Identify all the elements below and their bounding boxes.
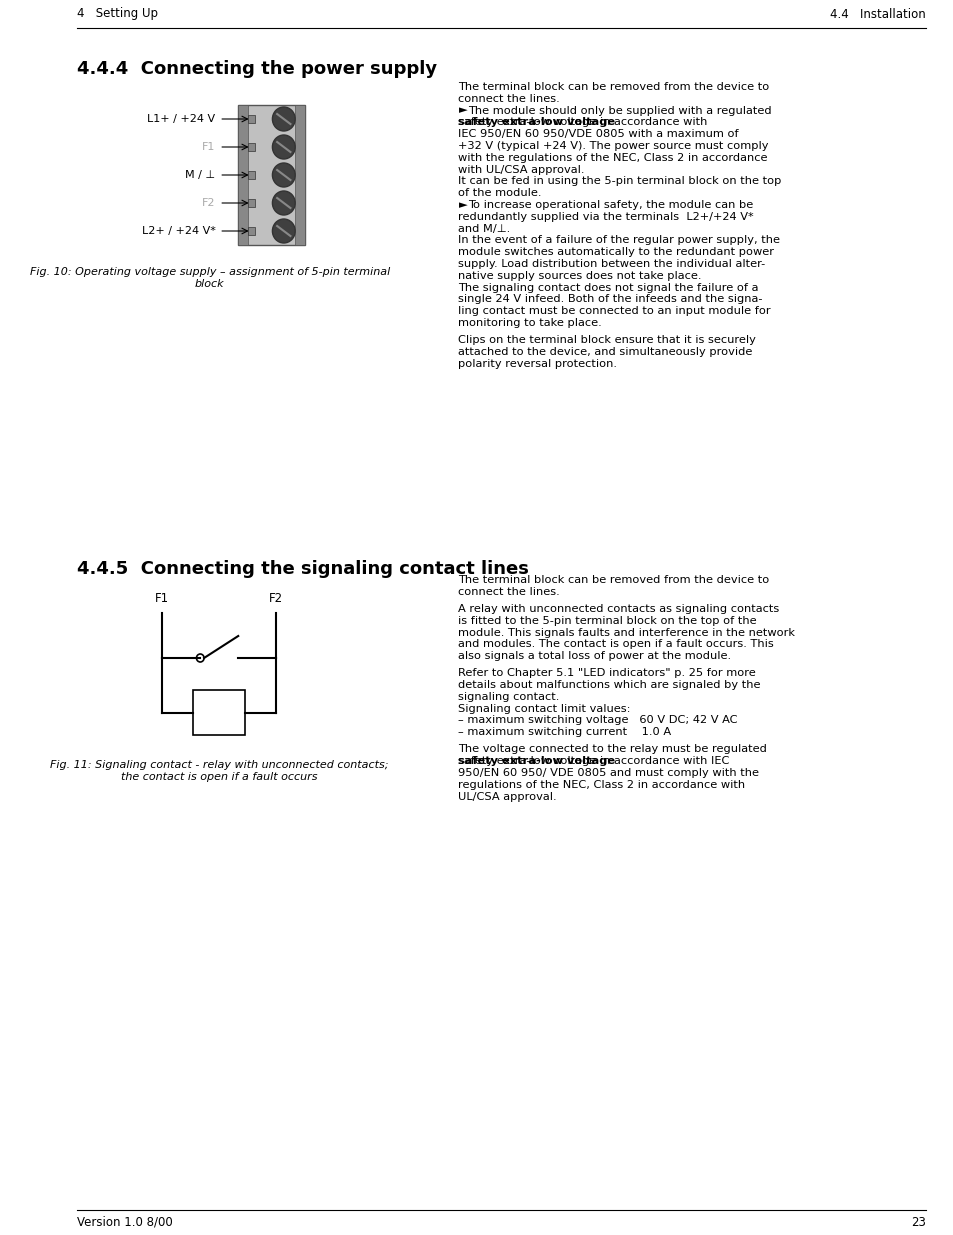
Text: and M/⊥.: and M/⊥. (458, 224, 510, 233)
Bar (248, 143, 255, 151)
Text: F2: F2 (202, 198, 215, 207)
Bar (238, 105, 248, 245)
Text: connect the lines.: connect the lines. (458, 94, 559, 104)
Text: 4   Setting Up: 4 Setting Up (77, 7, 157, 21)
Text: The terminal block can be removed from the device to: The terminal block can be removed from t… (458, 82, 769, 91)
Text: safety extra-low voltage: safety extra-low voltage (458, 756, 615, 766)
Text: regulations of the NEC, Class 2 in accordance with: regulations of the NEC, Class 2 in accor… (458, 779, 745, 789)
Text: details about malfunctions which are signaled by the: details about malfunctions which are sig… (458, 680, 760, 690)
Text: Refer to Chapter 5.1 "LED indicators" p. 25 for more: Refer to Chapter 5.1 "LED indicators" p.… (458, 668, 756, 678)
Text: ling contact must be connected to an input module for: ling contact must be connected to an inp… (458, 306, 770, 316)
Text: single 24 V infeed. Both of the infeeds and the signa-: single 24 V infeed. Both of the infeeds … (458, 294, 762, 304)
Text: of the module.: of the module. (458, 188, 541, 198)
Circle shape (273, 191, 294, 215)
Circle shape (196, 655, 204, 662)
Circle shape (273, 135, 294, 159)
Text: Version 1.0 8/00: Version 1.0 8/00 (77, 1215, 172, 1229)
Bar (193, 690, 245, 735)
Text: with the regulations of the NEC, Class 2 in accordance: with the regulations of the NEC, Class 2… (458, 153, 767, 163)
Text: attached to the device, and simultaneously provide: attached to the device, and simultaneous… (458, 347, 752, 357)
Bar (248, 227, 255, 235)
Text: safety extra-low voltage in accordance with IEC: safety extra-low voltage in accordance w… (458, 756, 729, 766)
Text: and modules. The contact is open if a fault occurs. This: and modules. The contact is open if a fa… (458, 640, 774, 650)
Text: To increase operational safety, the module can be: To increase operational safety, the modu… (468, 200, 753, 210)
Bar (248, 199, 255, 207)
Text: 950/EN 60 950/ VDE 0805 and must comply with the: 950/EN 60 950/ VDE 0805 and must comply … (458, 768, 759, 778)
Text: The signaling contact does not signal the failure of a: The signaling contact does not signal th… (458, 283, 759, 293)
Text: connect the lines.: connect the lines. (458, 587, 559, 597)
Text: is fitted to the 5-pin terminal block on the top of the: is fitted to the 5-pin terminal block on… (458, 616, 757, 626)
Text: polarity reversal protection.: polarity reversal protection. (458, 358, 617, 369)
Text: also signals a total loss of power at the module.: also signals a total loss of power at th… (458, 651, 731, 661)
Text: The terminal block can be removed from the device to: The terminal block can be removed from t… (458, 576, 769, 585)
Text: 23: 23 (910, 1215, 924, 1229)
Text: ►: ► (458, 106, 467, 116)
Text: Fig. 10: Operating voltage supply – assignment of 5-pin terminal
block: Fig. 10: Operating voltage supply – assi… (30, 267, 390, 289)
Text: +32 V (typical +24 V). The power source must comply: +32 V (typical +24 V). The power source … (458, 141, 768, 151)
Circle shape (273, 219, 294, 243)
Text: Clips on the terminal block ensure that it is securely: Clips on the terminal block ensure that … (458, 335, 756, 345)
Text: Fig. 11: Signaling contact - relay with unconnected contacts;
the contact is ope: Fig. 11: Signaling contact - relay with … (50, 760, 388, 782)
Text: monitoring to take place.: monitoring to take place. (458, 317, 601, 329)
Text: module switches automatically to the redundant power: module switches automatically to the red… (458, 247, 774, 257)
Text: – maximum switching current    1.0 A: – maximum switching current 1.0 A (458, 727, 671, 737)
Text: L2+ / +24 V*: L2+ / +24 V* (141, 226, 215, 236)
Text: with UL/CSA approval.: with UL/CSA approval. (458, 164, 584, 174)
Text: F2: F2 (269, 592, 283, 605)
Text: redundantly supplied via the terminals  L2+/+24 V*: redundantly supplied via the terminals L… (458, 211, 753, 222)
Bar (248, 115, 255, 124)
Text: F1: F1 (155, 592, 170, 605)
Circle shape (273, 107, 294, 131)
Text: 4.4   Installation: 4.4 Installation (829, 7, 924, 21)
Circle shape (273, 163, 294, 186)
Text: The voltage connected to the relay must be regulated: The voltage connected to the relay must … (458, 745, 766, 755)
Text: Signaling contact limit values:: Signaling contact limit values: (458, 704, 630, 714)
Text: – maximum switching voltage   60 V DC; 42 V AC: – maximum switching voltage 60 V DC; 42 … (458, 715, 738, 725)
Text: F1: F1 (202, 142, 215, 152)
Text: 4.4.5  Connecting the signaling contact lines: 4.4.5 Connecting the signaling contact l… (77, 559, 528, 578)
Bar (238, 105, 304, 245)
Bar (294, 105, 304, 245)
Text: A relay with unconnected contacts as signaling contacts: A relay with unconnected contacts as sig… (458, 604, 779, 614)
Text: UL/CSA approval.: UL/CSA approval. (458, 792, 557, 802)
Text: module. This signals faults and interference in the network: module. This signals faults and interfer… (458, 627, 795, 637)
Text: In the event of a failure of the regular power supply, the: In the event of a failure of the regular… (458, 236, 780, 246)
Text: native supply sources does not take place.: native supply sources does not take plac… (458, 270, 701, 280)
Text: supply. Load distribution between the individual alter-: supply. Load distribution between the in… (458, 259, 765, 269)
Text: It can be fed in using the 5-pin terminal block on the top: It can be fed in using the 5-pin termina… (458, 177, 781, 186)
Text: IEC 950/EN 60 950/VDE 0805 with a maximum of: IEC 950/EN 60 950/VDE 0805 with a maximu… (458, 130, 739, 140)
Bar (248, 170, 255, 179)
Text: M / ⊥: M / ⊥ (185, 170, 215, 180)
Text: signaling contact.: signaling contact. (458, 692, 559, 701)
Text: ►: ► (458, 200, 467, 210)
Text: safety extra-low voltage: safety extra-low voltage (458, 117, 615, 127)
Text: L1+ / +24 V: L1+ / +24 V (147, 114, 215, 124)
Text: 4.4.4  Connecting the power supply: 4.4.4 Connecting the power supply (77, 61, 436, 78)
Text: safety extra-low voltage in accordance with: safety extra-low voltage in accordance w… (458, 117, 707, 127)
Text: The module should only be supplied with a regulated: The module should only be supplied with … (468, 106, 771, 116)
